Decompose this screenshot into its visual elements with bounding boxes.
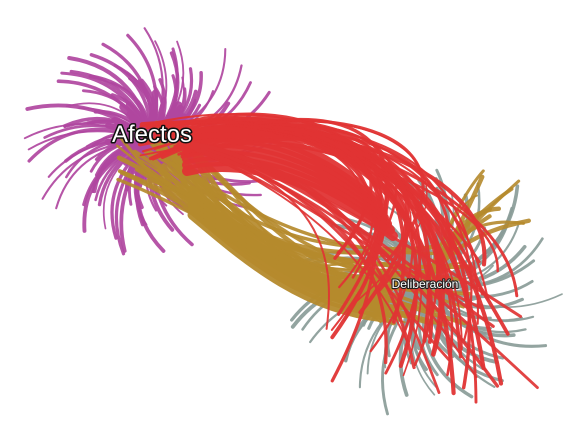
deliberacion-to-afectos-edge xyxy=(134,168,465,309)
afectos-to-deliberacion-edge xyxy=(170,138,481,309)
afectos-to-deliberacion-edge xyxy=(170,138,416,370)
afectos-self-edge xyxy=(104,136,156,146)
afectos-to-deliberacion-edge xyxy=(170,138,388,365)
deliberacion-to-afectos-edge xyxy=(187,210,390,323)
afectos-to-deliberacion-edge xyxy=(170,138,523,318)
node-label-afectos[interactable]: Afectos xyxy=(110,120,193,150)
node-labels: Afectos Deliberación xyxy=(110,120,460,293)
afectos-to-deliberacion-edges xyxy=(137,112,539,404)
node-label-deliberacion[interactable]: Deliberación xyxy=(391,276,460,292)
afectos-to-deliberacion-edge xyxy=(170,116,473,341)
